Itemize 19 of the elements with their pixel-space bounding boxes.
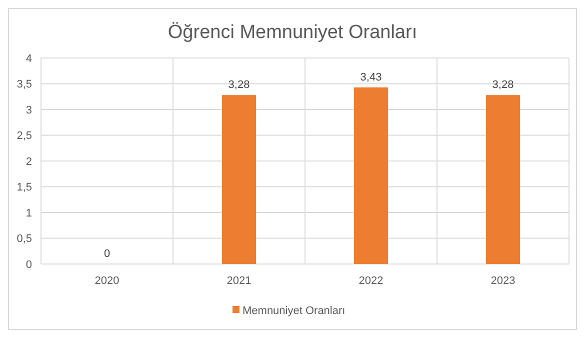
x-tick-label: 2023: [490, 275, 516, 287]
y-tick-label: 3,5: [16, 78, 32, 91]
y-tick-label: 2: [26, 156, 32, 168]
y-tick-label: 1,5: [16, 182, 32, 194]
data-label: 0: [104, 248, 110, 260]
y-tick-label: 1: [26, 207, 32, 220]
legend-label: Memnuniyet Oranları: [242, 304, 346, 317]
y-tick-label: 2,5: [16, 130, 32, 142]
x-tick-label: 2020: [94, 275, 120, 287]
data-label: 3,28: [228, 79, 250, 92]
y-tick-label: 4: [26, 52, 32, 65]
data-label: 3,28: [492, 79, 514, 92]
x-tick-label: 2022: [358, 275, 384, 287]
data-label: 3,43: [360, 71, 382, 84]
y-tick-label: 0,5: [16, 233, 32, 246]
y-tick-label: 0: [26, 258, 32, 271]
x-tick-label: 2021: [226, 275, 252, 287]
y-tick-label: 3: [26, 104, 32, 116]
chart-title: Öğrenci Memnuniyet Oranları: [168, 22, 418, 43]
